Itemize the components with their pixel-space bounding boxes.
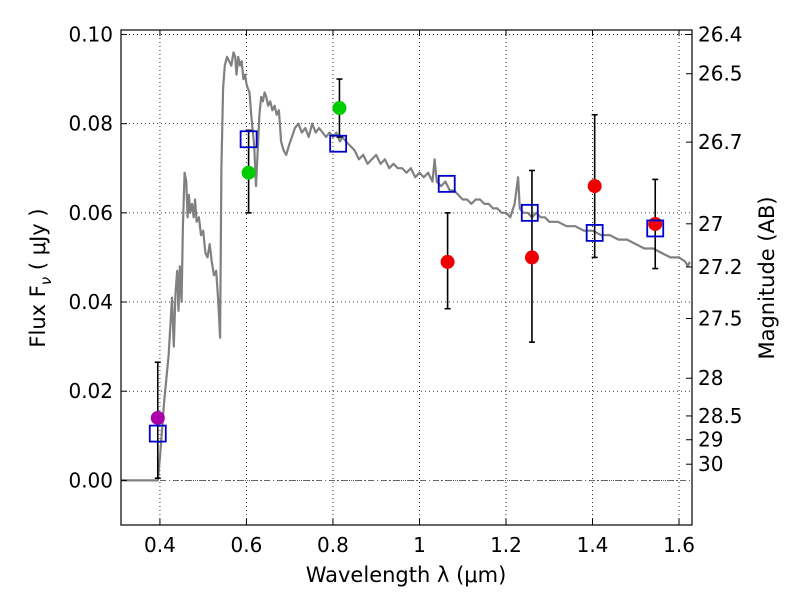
y-tick-label: 0.04: [68, 290, 113, 314]
y-tick-label: 0.00: [68, 468, 113, 492]
observed-point: [241, 165, 256, 180]
x-tick-label: 0.6: [231, 533, 263, 557]
plot-frame: [120, 29, 693, 526]
y-axis-label-subscript: ν: [37, 277, 55, 285]
x-tick-label: 1.4: [577, 533, 609, 557]
observed-points: [150, 101, 663, 425]
y-axis-label: Flux Fν ( μJy ): [26, 208, 55, 347]
observed-point: [440, 254, 455, 269]
y-axis-ticks: 0.00 0.02 0.04 0.06 0.08 0.10: [68, 22, 127, 492]
model-photometry-square: [329, 134, 348, 153]
x-axis-label: Wavelength λ (μm): [306, 563, 507, 587]
model-photometry-square: [646, 219, 665, 238]
model-photometry-square: [437, 174, 456, 193]
y2-tick-label: 28: [698, 366, 723, 390]
model-photometry-square: [585, 224, 604, 242]
y2-tick-label: 27.5: [698, 306, 743, 330]
y-tick-label: 0.10: [68, 22, 113, 46]
y-axis-label-unit: ( μJy ): [26, 208, 50, 276]
x-tick-label: 0.4: [144, 533, 176, 557]
model-photometry-square: [239, 130, 258, 149]
y2-tick-label: 26.5: [698, 62, 743, 86]
observed-point: [150, 410, 165, 425]
y2-tick-label: 28.5: [698, 404, 743, 428]
y-axis-label-main: Flux F: [26, 285, 50, 347]
observed-point: [587, 179, 602, 194]
x-tick-label: 1.6: [663, 533, 695, 557]
y-tick-label: 0.08: [68, 112, 113, 136]
y2-tick-label: 29: [698, 428, 723, 452]
y2-tick-label: 26.4: [698, 22, 743, 46]
y2-tick-label: 27: [698, 212, 723, 236]
x-tick-label: 0.8: [317, 533, 349, 557]
observed-point: [332, 101, 347, 116]
y2-tick-label: 27.2: [698, 255, 743, 279]
model-photometry-square: [148, 424, 167, 443]
y2-tick-label: 26.7: [698, 130, 743, 154]
y2-tick-label: 30: [698, 452, 723, 476]
model-photometry-points: [148, 130, 665, 443]
model-photometry-square: [520, 203, 539, 222]
x-axis-ticks: 0.4 0.6 0.8 1 1.2 1.4 1.6: [144, 30, 695, 557]
model-sed-curve: [121, 51, 691, 482]
y-tick-label: 0.02: [68, 379, 113, 403]
observed-point: [524, 250, 539, 265]
right-axis-label: Magnitude (AB): [755, 196, 779, 359]
gridlines: [121, 30, 692, 525]
x-tick-label: 1: [413, 533, 426, 557]
sed-line: [121, 51, 691, 482]
y-tick-label: 0.06: [68, 201, 113, 225]
observed-point: [648, 216, 663, 231]
x-tick-label: 1.2: [490, 533, 522, 557]
